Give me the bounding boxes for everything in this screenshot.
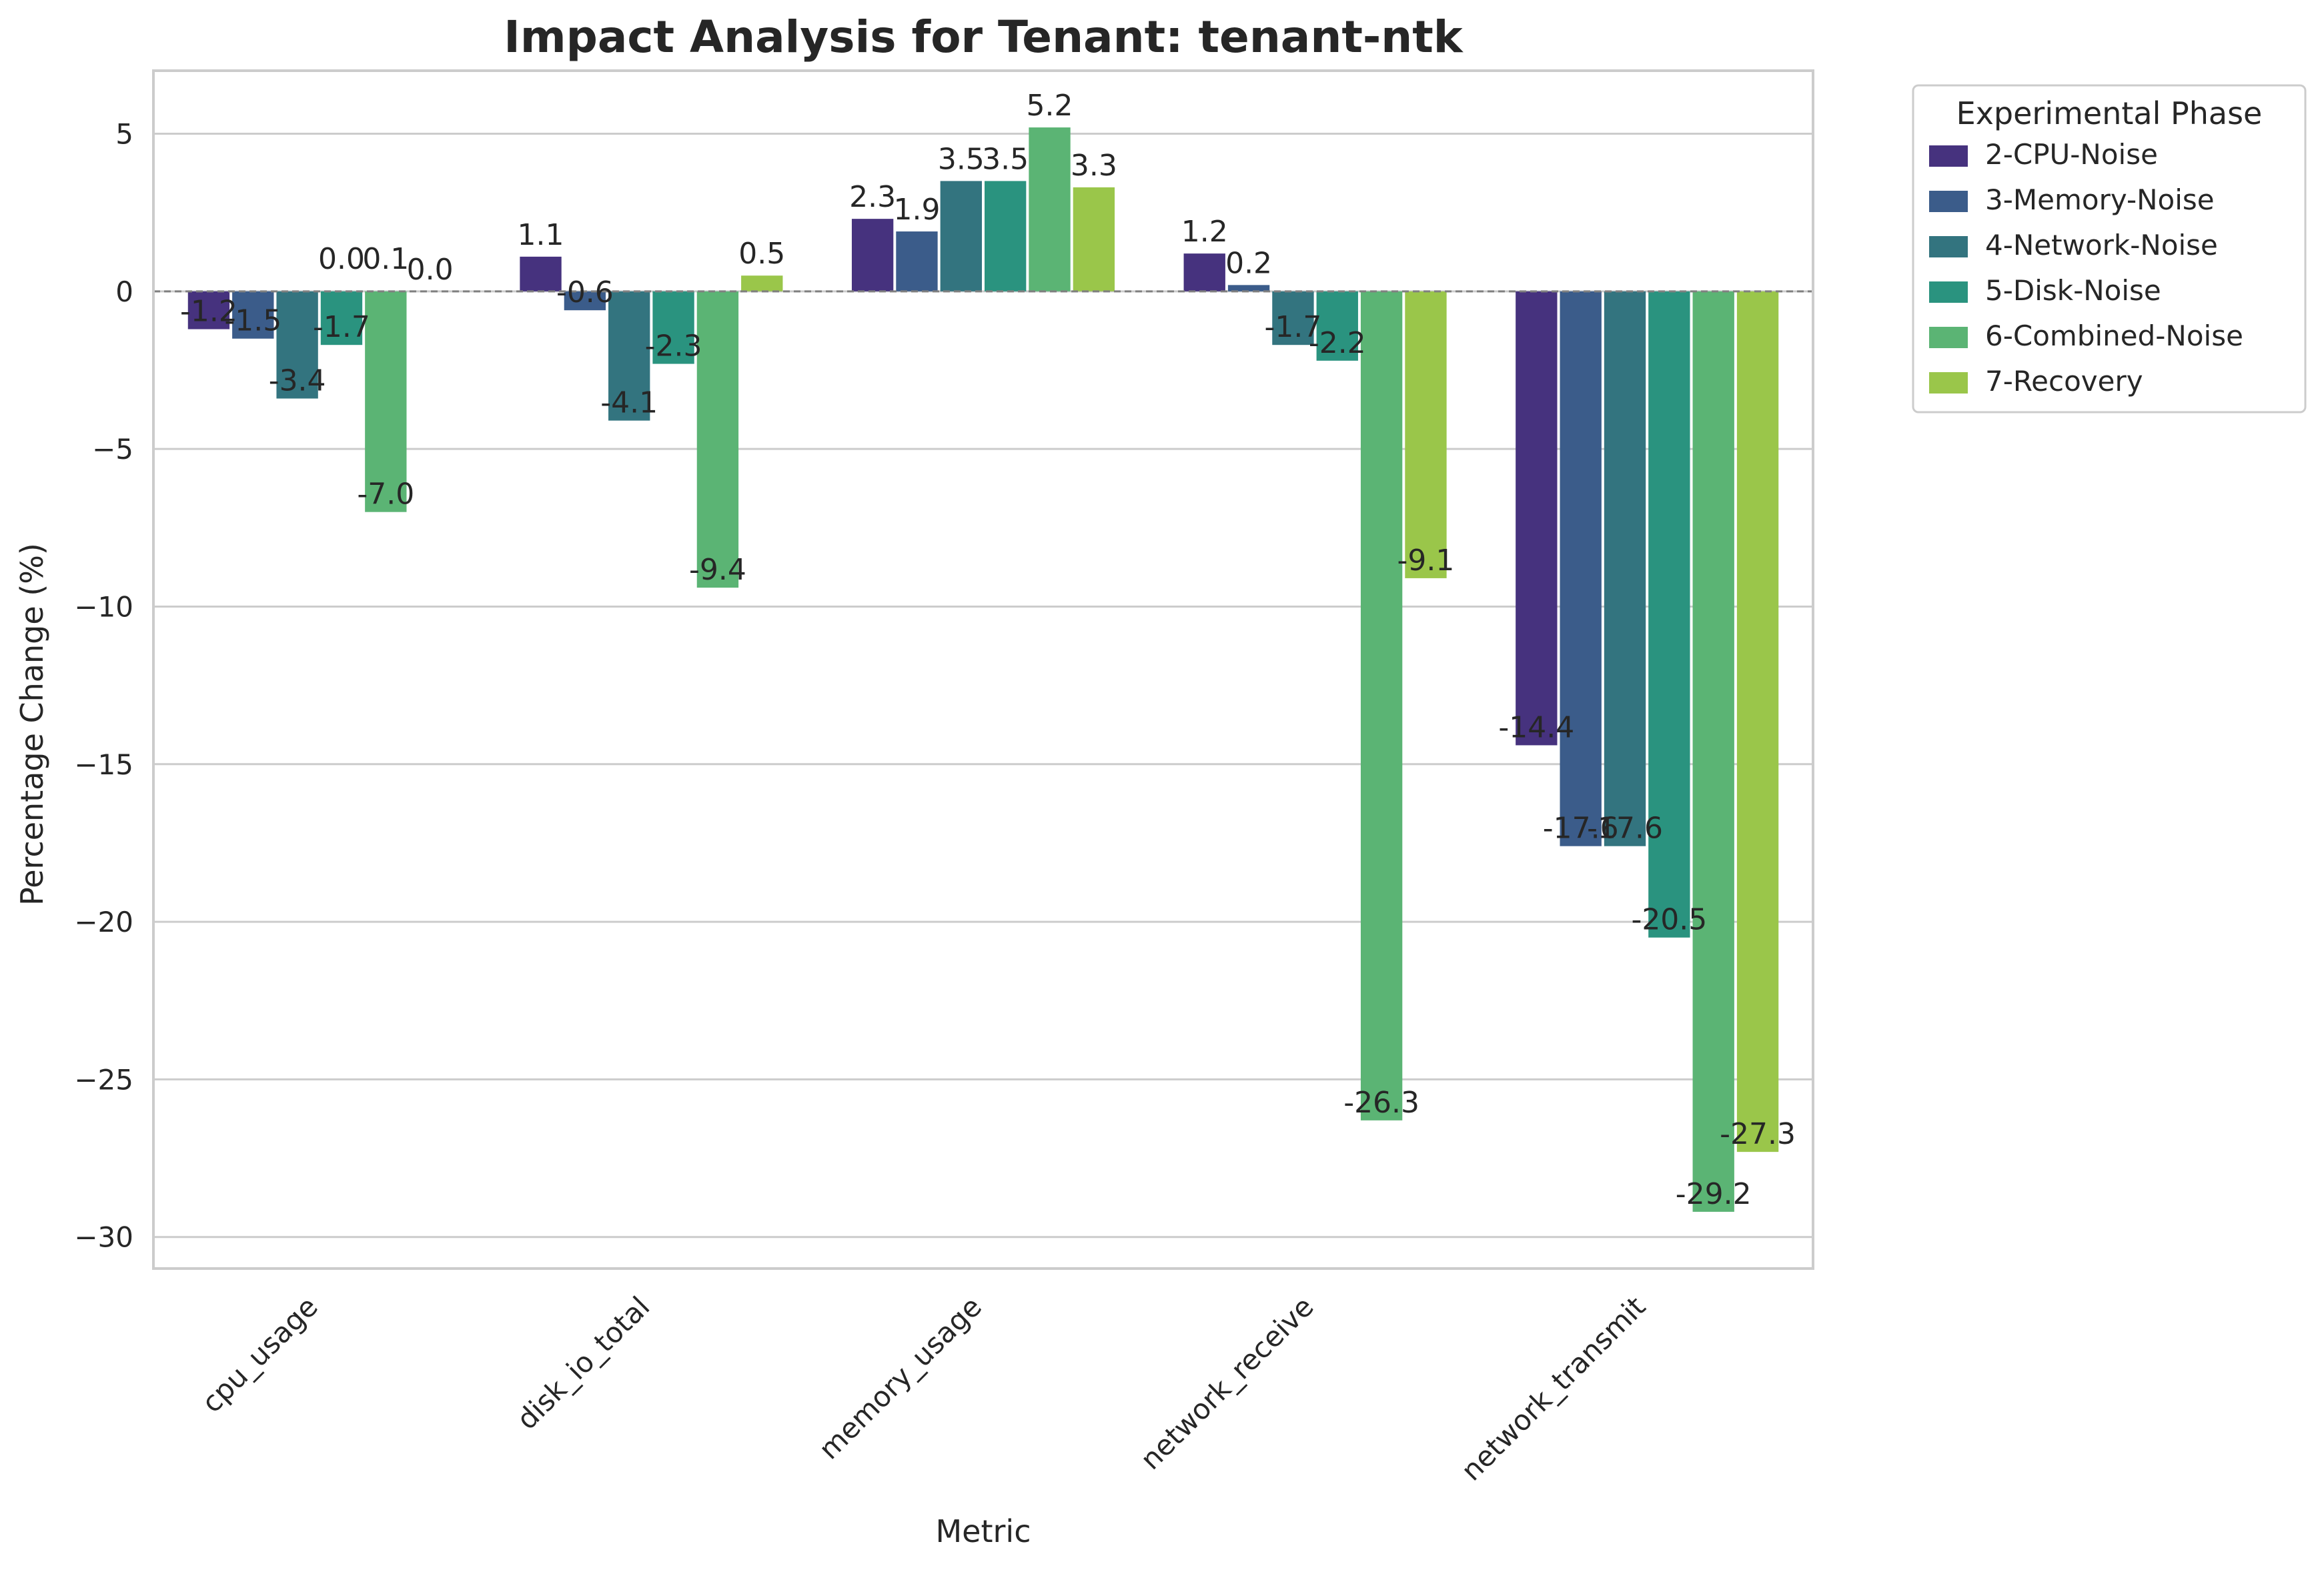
bar <box>652 291 694 364</box>
bar <box>320 291 363 345</box>
data-label: -29.2 <box>1676 1177 1752 1211</box>
bar <box>1560 291 1602 846</box>
data-label: -0.6 <box>556 275 614 309</box>
legend-swatch <box>1929 372 1968 394</box>
data-label: 0.0 <box>407 253 454 287</box>
bar <box>1227 285 1270 291</box>
legend-swatch <box>1929 327 1968 348</box>
data-label: 3.3 <box>1071 149 1117 183</box>
data-label: -7.0 <box>357 478 414 512</box>
bar <box>1272 291 1314 345</box>
data-label: -26.3 <box>1343 1086 1419 1120</box>
legend-frame <box>1912 84 2307 414</box>
bar <box>896 231 938 291</box>
data-label: -2.2 <box>1309 326 1366 360</box>
plot-frame <box>152 69 1814 1270</box>
bar <box>1736 291 1779 1152</box>
data-label: -4.1 <box>600 386 658 420</box>
bar <box>696 291 739 588</box>
data-label: -27.3 <box>1720 1117 1796 1151</box>
data-label: -2.3 <box>645 329 702 363</box>
data-label: -17.6 <box>1543 812 1619 846</box>
legend-swatch <box>1929 281 1968 303</box>
data-label: 3.5 <box>938 142 985 176</box>
y-tick-label: −30 <box>74 1221 133 1254</box>
bar <box>1516 291 1558 746</box>
legend-swatch <box>1929 145 1968 167</box>
y-tick-label: −20 <box>74 906 133 938</box>
data-label: -1.2 <box>180 295 237 329</box>
legend-entry: 6-Combined-Noise <box>1985 319 2243 352</box>
y-tick-label: 0 <box>115 275 133 308</box>
data-label: -1.7 <box>313 310 370 344</box>
bar <box>985 181 1027 291</box>
legend-entry: 3-Memory-Noise <box>1985 183 2215 216</box>
data-label: 0.1 <box>362 242 409 276</box>
y-tick-label: −5 <box>92 433 133 466</box>
y-tick-label: −10 <box>74 590 133 623</box>
data-label: 0.0 <box>318 242 365 276</box>
data-label: -9.1 <box>1397 544 1455 578</box>
bar <box>1029 127 1071 291</box>
data-label: 1.1 <box>518 218 564 252</box>
data-label: 5.2 <box>1027 89 1073 123</box>
data-label: -1.7 <box>1264 310 1321 344</box>
y-tick-label: −25 <box>74 1063 133 1096</box>
legend-entry: 2-CPU-Noise <box>1985 138 2158 171</box>
legend-swatch <box>1929 236 1968 257</box>
bar <box>940 181 982 291</box>
legend-entry: 5-Disk-Noise <box>1985 274 2161 307</box>
data-label: -20.5 <box>1631 903 1707 937</box>
bar <box>564 291 606 311</box>
bars <box>187 127 1779 1212</box>
bar <box>608 291 650 421</box>
data-label: 0.5 <box>738 237 785 271</box>
data-label: -17.6 <box>1587 812 1663 846</box>
data-label: -3.4 <box>269 364 326 398</box>
y-axis-ticks: 5 0 −5 −10 −15 −20 −25 −30 <box>74 118 133 1254</box>
bar <box>232 291 274 339</box>
bar <box>1073 187 1115 291</box>
data-label: 0.2 <box>1225 246 1272 280</box>
y-tick-label: −15 <box>74 748 133 781</box>
bar <box>1316 291 1358 361</box>
legend-items: 2-CPU-Noise 3-Memory-Noise 4-Network-Noise… <box>1929 138 2243 398</box>
x-axis-label: Metric <box>935 1513 1031 1549</box>
bar <box>1360 291 1403 1120</box>
legend-title: Experimental Phase <box>1956 95 2263 131</box>
data-label: 1.2 <box>1181 215 1228 249</box>
bar <box>365 291 407 512</box>
bar <box>1183 253 1225 291</box>
y-tick-label: 5 <box>115 118 133 151</box>
data-label: -9.4 <box>689 553 746 587</box>
bar <box>276 291 318 399</box>
data-label: 2.3 <box>849 180 896 214</box>
bar <box>851 219 894 291</box>
bar <box>1604 291 1646 846</box>
data-label: 3.5 <box>982 142 1029 176</box>
chart-title: Impact Analysis for Tenant: tenant-ntk <box>504 11 1464 63</box>
bar <box>1405 291 1447 578</box>
data-label: -14.4 <box>1498 710 1574 744</box>
data-labels: -1.2-1.5 -3.4 -1.7 -7.0 0.0 1.1 -0.6 -4.1 -2.3 -9… <box>180 89 1796 1211</box>
legend-entry: 7-Recovery <box>1985 365 2143 398</box>
data-label: -1.5 <box>224 304 281 338</box>
y-axis-label: Percentage Change (%) <box>14 543 50 906</box>
bar <box>1692 291 1734 1212</box>
bar <box>1648 291 1690 938</box>
bar <box>520 256 562 291</box>
bar <box>187 291 230 329</box>
gridlines <box>153 133 1813 1239</box>
bar <box>741 275 783 291</box>
legend-entry: 4-Network-Noise <box>1985 229 2218 261</box>
legend: Experimental Phase 2-CPU-Noise 3-Memory-N… <box>1912 84 2307 414</box>
legend-swatch <box>1929 191 1968 212</box>
data-label: 1.9 <box>893 193 940 227</box>
